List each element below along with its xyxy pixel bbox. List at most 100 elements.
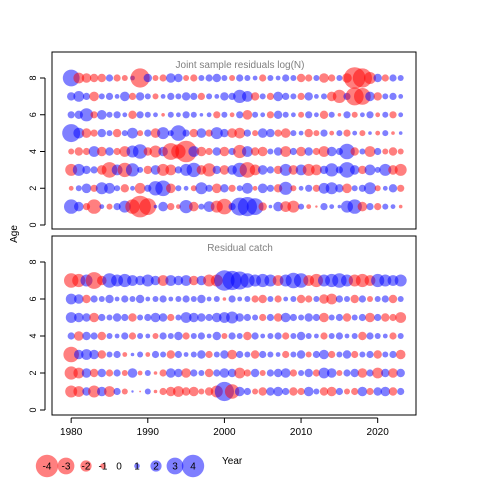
- bubble-age8-1989: [130, 68, 150, 88]
- bubble-age2-2012: [312, 184, 320, 192]
- bubble-age5-2002: [235, 313, 244, 322]
- bubble-age1-2011: [303, 386, 314, 397]
- bubble-age3-2020: [373, 350, 382, 359]
- bubble-age6-2011: [305, 295, 313, 303]
- bubble-age3-1993: [166, 350, 175, 359]
- bubble-age2-2008: [280, 368, 291, 378]
- bubble-age7-1995: [180, 275, 192, 286]
- bubble-age6-1999: [213, 111, 221, 119]
- bubble-age7-1993: [165, 275, 177, 286]
- bubble-age4-1980: [68, 148, 75, 155]
- bubble-age5-1983: [89, 312, 99, 323]
- bubble-age6-1994: [176, 112, 181, 118]
- bubble-age2-2017: [351, 185, 358, 192]
- bubble-age3-1987: [122, 352, 128, 357]
- bubble-age2-2019: [364, 182, 376, 195]
- bubble-age3-2017: [349, 165, 360, 175]
- bubble-age2-1982: [81, 183, 92, 194]
- bubble-age5-1994: [175, 314, 182, 321]
- bubble-age3-2023: [395, 349, 406, 360]
- bubble-age8-1985: [105, 74, 114, 82]
- bubble-age6-2023: [398, 112, 404, 118]
- bubble-age6-2006: [266, 111, 274, 119]
- bubble-age1-1996: [189, 386, 199, 397]
- bubble-age4-1999: [212, 147, 221, 156]
- bubble-age7-1997: [197, 92, 205, 100]
- bubble-age5-2012: [313, 130, 320, 137]
- bubble-age5-1990: [144, 129, 152, 137]
- bubble-age6-2005: [258, 294, 267, 304]
- bubble-age6-2013: [319, 110, 329, 120]
- bubble-age6-2017: [350, 294, 359, 304]
- bubble-age6-2022: [389, 111, 397, 119]
- bubble-age5-2004: [252, 314, 259, 321]
- bubble-age1-2019: [366, 203, 374, 211]
- bubble-age6-2004: [251, 295, 259, 303]
- bubble-age7-1992: [157, 275, 169, 286]
- bottom-panel-title: Residual catch: [207, 243, 273, 254]
- bubble-age2-1994: [175, 185, 182, 192]
- bubble-age2-1991: [153, 371, 158, 375]
- bubble-age1-1992: [159, 387, 167, 396]
- bubble-age7-1981: [73, 91, 85, 102]
- bubble-age4-2012: [314, 333, 319, 339]
- bubble-age2-1995: [183, 185, 189, 191]
- bubble-age4-1995: [175, 140, 197, 163]
- bubble-age7-2012: [314, 94, 319, 99]
- bubble-age7-1990: [141, 274, 154, 287]
- bubble-age6-2018: [360, 112, 365, 118]
- bubble-age3-1994: [174, 166, 182, 174]
- bubble-age4-1988: [128, 332, 137, 340]
- bubble-age5-2020: [374, 313, 382, 322]
- bubble-age2-2003: [242, 182, 253, 194]
- bubble-age3-2014: [325, 163, 339, 177]
- bubble-age5-1980: [65, 312, 77, 323]
- bubble-age1-2017: [351, 387, 359, 396]
- bubble-age5-1989: [137, 130, 144, 137]
- bubble-age2-2008: [279, 181, 293, 195]
- bubble-age2-1985: [104, 182, 115, 194]
- bubble-age7-2020: [373, 92, 382, 101]
- bubble-age4-2008: [280, 146, 292, 157]
- bubble-age8-2012: [313, 75, 320, 81]
- bubble-age1-2007: [273, 386, 283, 397]
- bubble-age5-2009: [289, 313, 297, 322]
- bubble-age1-1992: [158, 201, 168, 212]
- bubble-age8-2015: [336, 75, 343, 81]
- bubble-age4-1998: [206, 333, 212, 339]
- bubble-age5-1999: [210, 127, 223, 140]
- bubble-age1-2022: [388, 387, 398, 396]
- bubble-age5-2002: [234, 127, 246, 139]
- bubble-age6-2006: [267, 296, 274, 302]
- bubble-age3-2016: [342, 350, 352, 359]
- bubble-age2-2005: [259, 370, 266, 376]
- bubble-age5-1988: [128, 313, 137, 322]
- bubble-age5-2021: [382, 130, 389, 137]
- bubble-age6-1994: [175, 296, 182, 302]
- bubble-age2-2004: [250, 368, 260, 378]
- bubble-age2-2000: [220, 184, 229, 193]
- bubble-age6-1982: [79, 108, 94, 122]
- bubble-age5-2010: [298, 314, 305, 321]
- bubble-age5-2005: [257, 128, 268, 138]
- bubble-age2-2012: [312, 369, 320, 377]
- bubble-age6-1983: [90, 111, 98, 119]
- bubble-age3-2010: [296, 350, 306, 359]
- bubble-age4-2007: [273, 147, 283, 156]
- bubble-age4-1983: [88, 146, 100, 157]
- bubble-age2-1983: [89, 368, 99, 378]
- bubble-age4-2019: [366, 332, 374, 340]
- bubble-age2-1981: [73, 367, 85, 379]
- bubble-age5-2014: [329, 130, 335, 136]
- bubble-age1-1987: [121, 388, 128, 395]
- bubble-age1-2019: [366, 387, 374, 396]
- bubble-age2-2011: [305, 184, 313, 192]
- bubble-age2-2021: [382, 185, 388, 191]
- bubble-age5-1997: [197, 313, 206, 322]
- bubble-age2-2014: [326, 368, 337, 378]
- bubble-age4-1986: [113, 147, 121, 156]
- bubble-age8-1991: [152, 75, 159, 81]
- bubble-age3-1989: [137, 166, 144, 173]
- bubble-age4-2007: [274, 332, 282, 340]
- bubble-age5-2023: [395, 312, 407, 323]
